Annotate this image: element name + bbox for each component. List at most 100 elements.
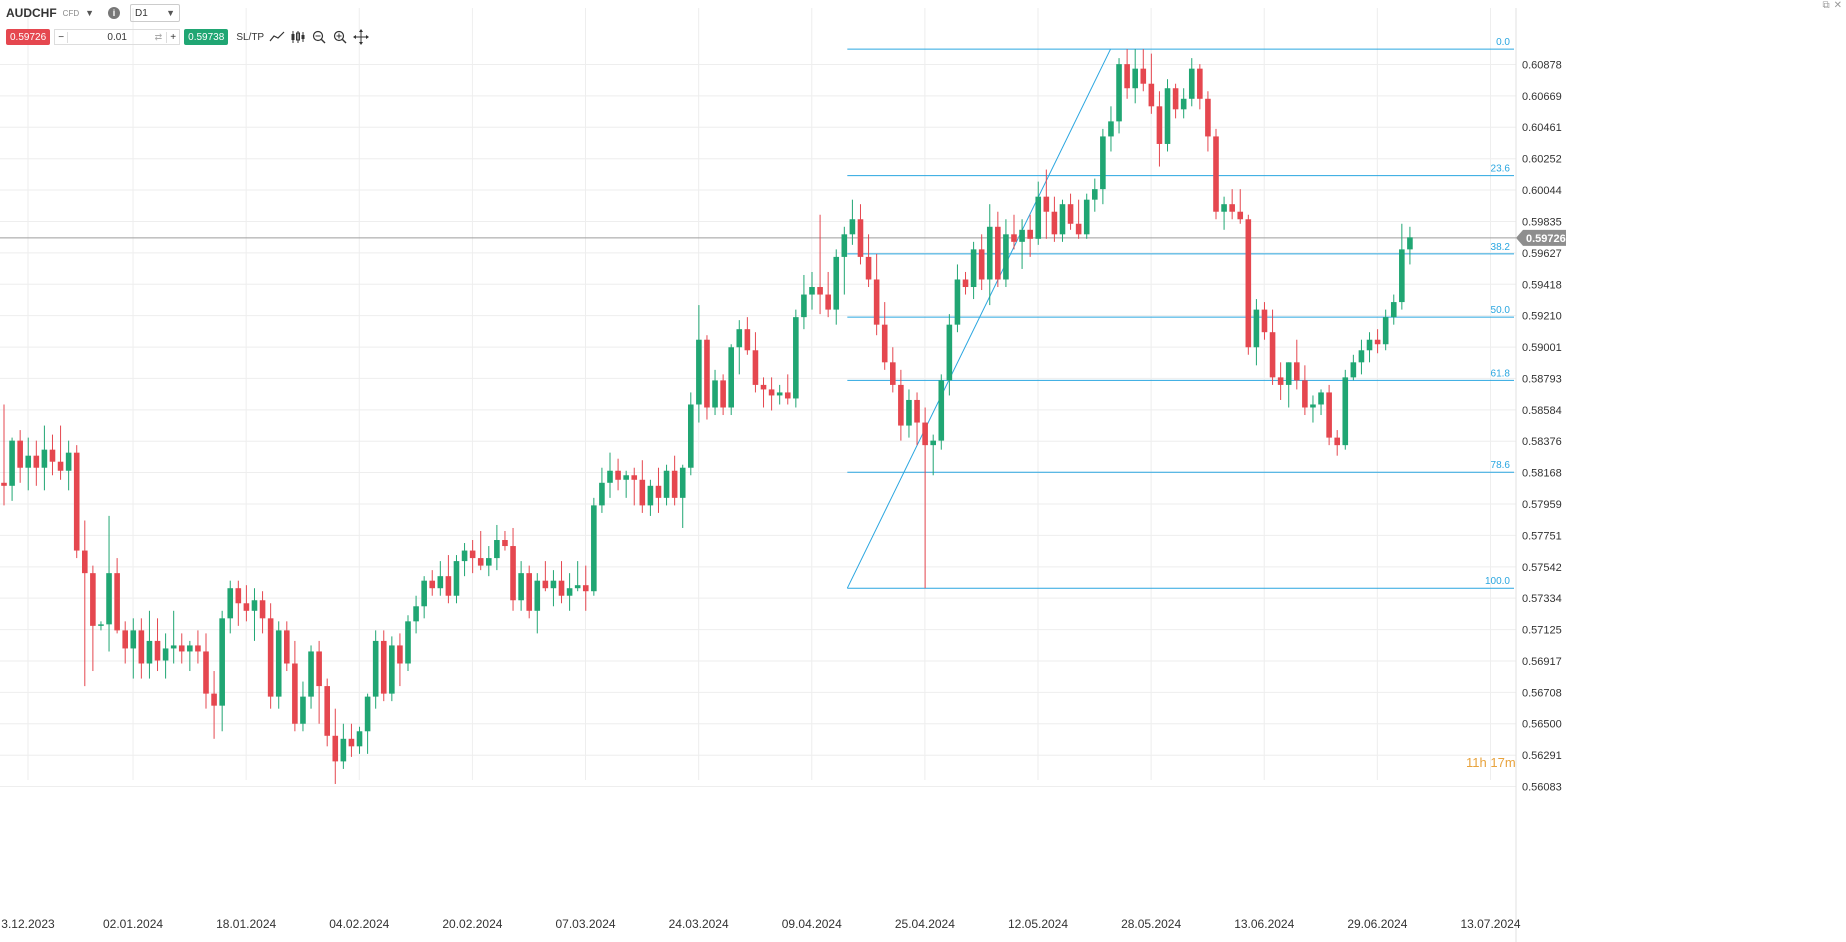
bear-candle[interactable] xyxy=(1213,128,1219,220)
bull-candle[interactable] xyxy=(1003,219,1009,288)
bull-candle[interactable] xyxy=(728,344,734,416)
bear-candle[interactable] xyxy=(890,347,896,393)
bull-candle[interactable] xyxy=(518,561,524,611)
bull-candle[interactable] xyxy=(437,561,444,596)
bull-candle[interactable] xyxy=(1116,58,1122,134)
bear-candle[interactable] xyxy=(720,374,726,416)
bull-candle[interactable] xyxy=(1180,88,1187,119)
bull-candle[interactable] xyxy=(688,392,694,476)
bear-candle[interactable] xyxy=(1302,365,1308,416)
bear-candle[interactable] xyxy=(865,234,872,288)
bear-candle[interactable] xyxy=(857,204,864,265)
bull-candle[interactable] xyxy=(776,384,783,405)
bull-candle[interactable] xyxy=(1019,219,1025,269)
bear-candle[interactable] xyxy=(178,633,185,664)
bull-candle[interactable] xyxy=(9,437,15,501)
bear-candle[interactable] xyxy=(1156,91,1163,167)
bear-candle[interactable] xyxy=(962,271,969,295)
bear-candle[interactable] xyxy=(1075,199,1082,239)
bull-candle[interactable] xyxy=(712,369,718,416)
bear-candle[interactable] xyxy=(671,455,678,506)
bear-candle[interactable] xyxy=(195,630,201,664)
increase-quantity-button[interactable]: + xyxy=(170,31,177,43)
bear-candle[interactable] xyxy=(397,633,403,687)
bear-candle[interactable] xyxy=(203,633,209,709)
bear-candle[interactable] xyxy=(1237,189,1244,224)
bull-candle[interactable] xyxy=(340,723,347,769)
bull-candle[interactable] xyxy=(421,576,427,619)
bull-candle[interactable] xyxy=(849,199,856,245)
decrease-quantity-button[interactable]: − xyxy=(58,31,65,43)
bear-candle[interactable] xyxy=(1140,49,1147,92)
bull-candle[interactable] xyxy=(1108,106,1114,152)
swap-icon[interactable]: ⇄ xyxy=(154,31,163,42)
candles-icon[interactable] xyxy=(290,29,306,45)
bull-candle[interactable] xyxy=(453,555,460,604)
bear-candle[interactable] xyxy=(316,640,322,724)
bull-candle[interactable] xyxy=(623,470,629,498)
bear-candle[interactable] xyxy=(1245,214,1252,355)
bull-candle[interactable] xyxy=(25,437,32,491)
bear-candle[interactable] xyxy=(1,404,7,506)
bear-candle[interactable] xyxy=(73,445,80,559)
bear-candle[interactable] xyxy=(817,214,823,315)
bull-candle[interactable] xyxy=(566,573,573,611)
bear-candle[interactable] xyxy=(348,723,355,757)
bear-candle[interactable] xyxy=(122,621,128,664)
buy-button[interactable]: 0.59738 xyxy=(184,29,229,45)
bull-candle[interactable] xyxy=(130,618,137,679)
zoom-out-icon[interactable] xyxy=(311,29,327,45)
bear-candle[interactable] xyxy=(639,460,646,513)
time-axis[interactable]: 3.12.2023 02.01.2024 18.01.2024 04.02.2024 2… xyxy=(1,917,1521,931)
bear-candle[interactable] xyxy=(510,527,516,611)
bear-candle[interactable] xyxy=(49,434,56,476)
bull-candle[interactable] xyxy=(1342,369,1349,450)
bull-candle[interactable] xyxy=(146,610,153,679)
bull-candle[interactable] xyxy=(833,249,840,325)
bear-candle[interactable] xyxy=(1172,83,1179,119)
bear-candle[interactable] xyxy=(284,621,290,672)
bull-candle[interactable] xyxy=(1253,299,1260,366)
bear-candle[interactable] xyxy=(429,570,436,596)
bear-candle[interactable] xyxy=(154,618,161,672)
bear-candle[interactable] xyxy=(114,558,120,634)
bull-candle[interactable] xyxy=(1318,389,1324,416)
bull-candle[interactable] xyxy=(356,726,363,754)
bear-candle[interactable] xyxy=(90,565,96,672)
bear-candle[interactable] xyxy=(631,467,638,506)
bear-candle[interactable] xyxy=(259,591,266,634)
bear-candle[interactable] xyxy=(1229,189,1235,220)
bear-candle[interactable] xyxy=(211,671,217,739)
bear-candle[interactable] xyxy=(33,440,40,486)
bull-candle[interactable] xyxy=(98,621,104,631)
bull-candle[interactable] xyxy=(41,425,48,491)
bull-candle[interactable] xyxy=(574,561,581,592)
candles[interactable] xyxy=(1,49,1413,784)
bear-candle[interactable] xyxy=(1043,169,1050,239)
bear-candle[interactable] xyxy=(914,392,920,446)
fib-trend-line[interactable] xyxy=(846,48,1112,589)
bear-candle[interactable] xyxy=(1011,214,1017,250)
bear-candle[interactable] xyxy=(615,458,621,491)
bear-candle[interactable] xyxy=(978,234,985,291)
bull-candle[interactable] xyxy=(1188,58,1195,107)
bear-candle[interactable] xyxy=(1067,193,1074,230)
bull-candle[interactable] xyxy=(162,633,169,679)
bull-candle[interactable] xyxy=(1310,395,1316,423)
bear-candle[interactable] xyxy=(380,630,387,702)
bull-candle[interactable] xyxy=(663,464,670,506)
bear-candle[interactable] xyxy=(542,561,549,592)
bear-candle[interactable] xyxy=(922,407,928,589)
bull-candle[interactable] xyxy=(65,440,72,491)
bear-candle[interactable] xyxy=(243,585,250,622)
bull-candle[interactable] xyxy=(1035,181,1042,245)
bull-candle[interactable] xyxy=(647,479,654,516)
bear-candle[interactable] xyxy=(292,640,298,732)
bull-candle[interactable] xyxy=(736,320,743,375)
bear-candle[interactable] xyxy=(267,603,274,709)
bear-candle[interactable] xyxy=(582,565,589,611)
bull-candle[interactable] xyxy=(1350,354,1357,381)
bull-candle[interactable] xyxy=(930,434,936,476)
line-chart-icon[interactable] xyxy=(269,29,285,45)
